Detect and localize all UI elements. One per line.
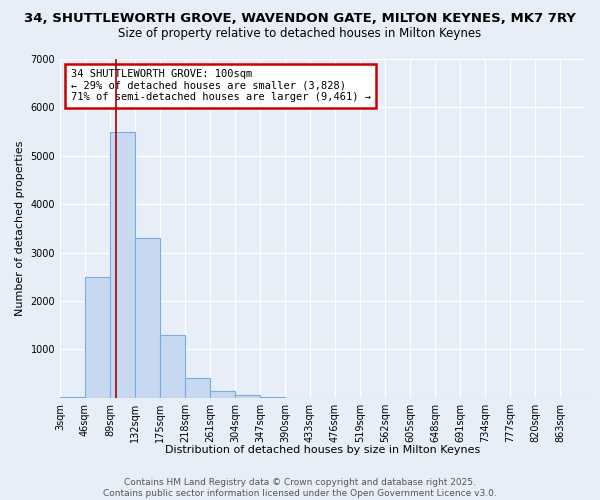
- Text: Size of property relative to detached houses in Milton Keynes: Size of property relative to detached ho…: [118, 28, 482, 40]
- Bar: [135, 238, 160, 398]
- Y-axis label: Number of detached properties: Number of detached properties: [15, 140, 25, 316]
- Text: 34 SHUTTLEWORTH GROVE: 100sqm
← 29% of detached houses are smaller (3,828)
71% o: 34 SHUTTLEWORTH GROVE: 100sqm ← 29% of d…: [71, 69, 371, 102]
- Bar: [210, 390, 235, 398]
- Bar: [110, 132, 135, 398]
- Text: Contains HM Land Registry data © Crown copyright and database right 2025.
Contai: Contains HM Land Registry data © Crown c…: [103, 478, 497, 498]
- Bar: [85, 277, 110, 398]
- Text: 34, SHUTTLEWORTH GROVE, WAVENDON GATE, MILTON KEYNES, MK7 7RY: 34, SHUTTLEWORTH GROVE, WAVENDON GATE, M…: [24, 12, 576, 26]
- X-axis label: Distribution of detached houses by size in Milton Keynes: Distribution of detached houses by size …: [165, 445, 480, 455]
- Bar: [235, 396, 260, 398]
- Bar: [160, 335, 185, 398]
- Bar: [185, 378, 210, 398]
